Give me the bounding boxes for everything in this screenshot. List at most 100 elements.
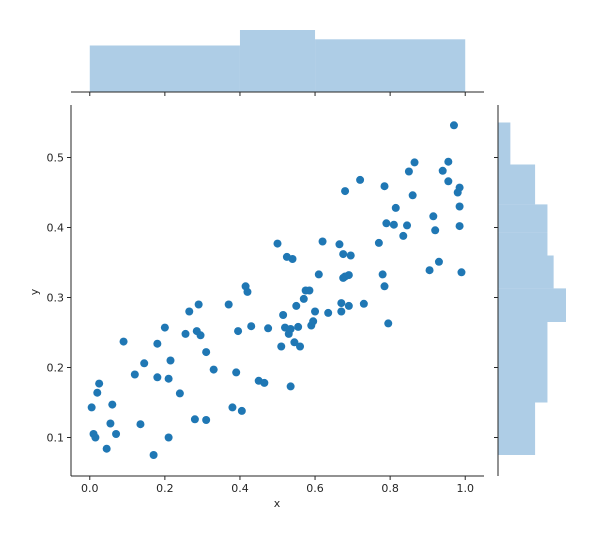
y-tick-label: 0.4 xyxy=(47,222,65,235)
scatter-point xyxy=(175,389,184,398)
scatter-point xyxy=(286,325,295,333)
scatter-point xyxy=(389,220,398,229)
x-histogram-bar xyxy=(239,30,316,92)
scatter-point xyxy=(190,415,199,424)
scatter-point xyxy=(202,348,211,357)
scatter-point xyxy=(299,294,308,303)
x-tick-label: 0.6 xyxy=(306,482,324,495)
main-axes: 0.0 0.2 0.4 0.6 0.8 1.0 0.1 0.2 0.3 0.4 0.5 xyxy=(47,105,484,495)
scatter-point xyxy=(93,388,102,397)
scatter-point xyxy=(292,301,301,310)
scatter-point xyxy=(410,158,419,167)
scatter-point xyxy=(425,266,434,275)
scatter-point xyxy=(164,374,173,383)
scatter-point xyxy=(380,282,389,291)
scatter-point xyxy=(429,212,438,221)
y-histogram-bar xyxy=(498,288,566,322)
scatter-point xyxy=(311,307,320,316)
scatter-point xyxy=(438,166,447,175)
scatter-point xyxy=(337,299,346,308)
marginal-x-histogram xyxy=(71,30,484,96)
scatter-point xyxy=(290,338,299,347)
scatter-point xyxy=(374,238,383,247)
scatter-point xyxy=(234,327,243,336)
scatter-point xyxy=(149,451,158,459)
scatter-point xyxy=(378,270,387,279)
scatter-point xyxy=(380,182,389,191)
x-histogram-bar xyxy=(315,39,466,92)
scatter-point xyxy=(305,286,314,295)
scatter-point xyxy=(102,444,111,453)
scatter-point xyxy=(95,379,104,388)
y-histogram-bar xyxy=(498,437,536,455)
scatter-point xyxy=(382,219,391,228)
scatter-point xyxy=(279,311,288,319)
y-histogram-bar xyxy=(498,232,548,256)
y-histogram-bar xyxy=(498,402,536,438)
scatter-point xyxy=(344,271,353,280)
scatter-point xyxy=(286,382,295,391)
scatter-point xyxy=(209,365,218,374)
scatter-point xyxy=(153,373,162,382)
scatter-point xyxy=(87,403,96,412)
scatter-point xyxy=(273,239,282,248)
y-axis-label: y xyxy=(28,288,41,295)
scatter-point xyxy=(337,307,346,316)
scatter-point xyxy=(384,319,393,328)
scatter-point xyxy=(403,221,412,230)
scatter-point xyxy=(166,356,175,365)
scatter-point xyxy=(399,231,408,240)
y-tick-label: 0.3 xyxy=(47,292,65,305)
y-histogram-bar xyxy=(498,255,554,289)
scatter-point xyxy=(434,257,443,266)
marginal-y-histogram xyxy=(494,105,566,476)
scatter-point xyxy=(136,420,145,429)
scatter-point xyxy=(431,226,440,235)
scatter-point xyxy=(288,255,297,263)
scatter-point xyxy=(130,370,139,379)
x-tick-label: 0.8 xyxy=(381,482,399,495)
scatter-point xyxy=(119,337,128,346)
scatter-point xyxy=(449,121,458,130)
scatter-point xyxy=(444,157,453,166)
scatter-point xyxy=(164,433,173,442)
scatter-point xyxy=(457,268,466,277)
scatter-point xyxy=(309,317,318,326)
scatter-point xyxy=(391,203,400,212)
scatter-point xyxy=(196,331,205,340)
scatter-point xyxy=(318,237,327,246)
y-tick-label: 0.1 xyxy=(47,432,65,445)
scatter-point xyxy=(224,300,233,309)
y-histogram-bar xyxy=(498,204,548,233)
scatter-point xyxy=(294,322,303,331)
scatter-point xyxy=(455,183,464,192)
scatter-point xyxy=(202,416,211,424)
scatter-point xyxy=(181,329,190,338)
scatter-point xyxy=(277,342,286,351)
y-histogram-bar xyxy=(498,385,548,403)
scatter-point xyxy=(140,359,149,368)
y-histogram-bar xyxy=(498,350,548,385)
scatter-point xyxy=(324,308,333,317)
scatter-point xyxy=(264,324,273,333)
scatter-point xyxy=(237,406,246,415)
scatter-point xyxy=(106,419,115,428)
scatter-point xyxy=(247,322,256,331)
x-histogram-bar xyxy=(89,45,240,92)
x-axis-label: x xyxy=(274,497,281,510)
scatter-point xyxy=(232,368,241,377)
scatter-point xyxy=(260,378,269,387)
scatter-point xyxy=(339,250,348,259)
y-histogram-bar xyxy=(498,164,536,205)
scatter-point xyxy=(108,400,117,409)
scatter-point xyxy=(356,175,365,184)
scatter-point xyxy=(335,240,344,249)
y-tick-label: 0.2 xyxy=(47,362,65,375)
scatter-point xyxy=(153,339,162,348)
scatter-point xyxy=(455,202,464,211)
scatter-points xyxy=(87,121,466,459)
scatter-point xyxy=(243,287,252,296)
scatter-point xyxy=(341,187,350,196)
x-tick-label: 0.0 xyxy=(81,482,99,495)
